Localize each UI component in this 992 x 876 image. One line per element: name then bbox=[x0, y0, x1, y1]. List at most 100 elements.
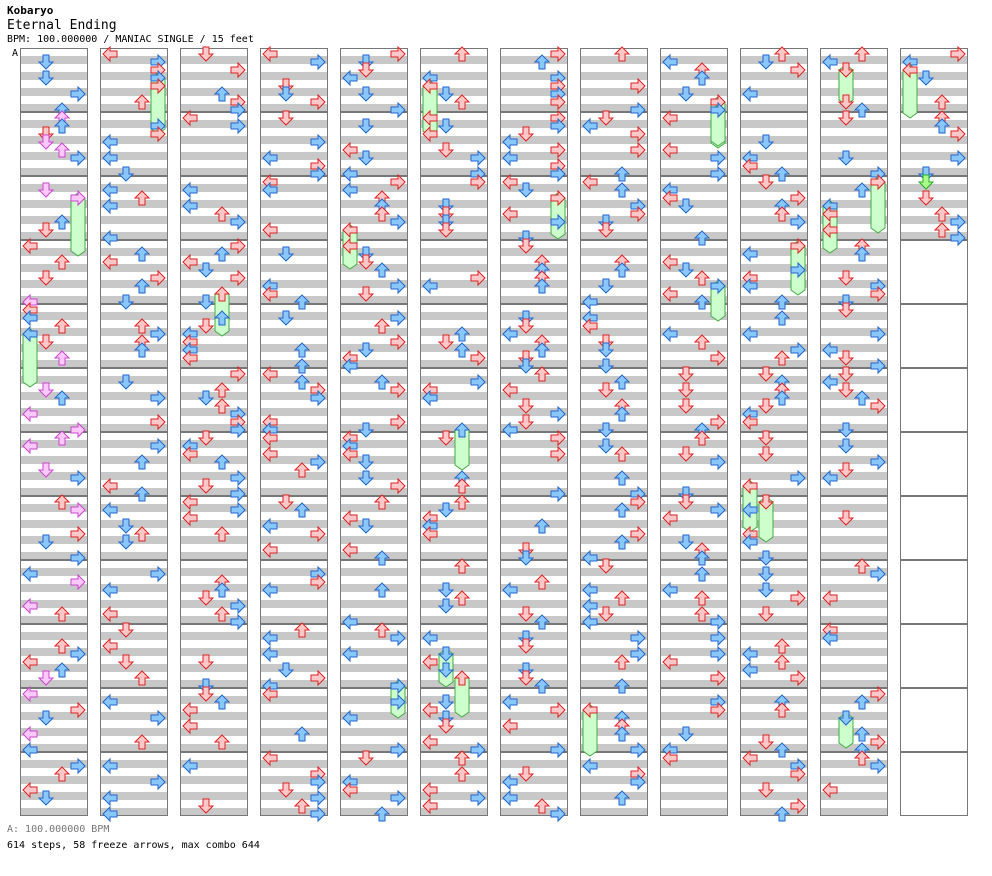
left-arrow bbox=[342, 445, 358, 463]
right-arrow bbox=[870, 285, 886, 303]
up-arrow bbox=[693, 590, 711, 606]
measure-border bbox=[20, 432, 88, 496]
beat-stripe bbox=[660, 664, 728, 672]
beat-stripe bbox=[180, 600, 248, 608]
left-arrow bbox=[742, 661, 758, 679]
beat-stripe bbox=[820, 600, 888, 608]
beat-stripe bbox=[180, 712, 248, 720]
beat-stripe bbox=[740, 792, 808, 800]
chart-column bbox=[580, 48, 648, 816]
beat-stripe bbox=[660, 792, 728, 800]
beat-stripe bbox=[660, 200, 728, 208]
left-arrow bbox=[502, 149, 518, 167]
up-arrow bbox=[373, 582, 391, 598]
right-arrow bbox=[550, 805, 566, 823]
right-arrow bbox=[70, 701, 86, 719]
beat-stripe bbox=[420, 504, 488, 512]
left-arrow bbox=[102, 757, 118, 775]
beat-stripe bbox=[820, 104, 888, 112]
down-arrow bbox=[677, 494, 695, 510]
left-arrow bbox=[822, 53, 838, 71]
down-arrow bbox=[837, 150, 855, 166]
right-arrow bbox=[70, 757, 86, 775]
beat-stripe bbox=[180, 584, 248, 592]
down-arrow bbox=[437, 430, 455, 446]
beat-stripe bbox=[20, 520, 88, 528]
down-arrow bbox=[917, 70, 935, 86]
measure-border bbox=[820, 624, 888, 688]
beat-stripe bbox=[580, 216, 648, 224]
measure-empty bbox=[900, 560, 968, 624]
right-arrow bbox=[630, 525, 646, 543]
up-arrow bbox=[693, 294, 711, 310]
left-arrow bbox=[22, 309, 38, 327]
beat-stripe bbox=[100, 104, 168, 112]
beat-stripe bbox=[660, 136, 728, 144]
down-arrow bbox=[837, 382, 855, 398]
beat-stripe bbox=[820, 120, 888, 128]
beat-stripe bbox=[740, 712, 808, 720]
beat-stripe bbox=[340, 200, 408, 208]
down-arrow bbox=[197, 262, 215, 278]
beat-stripe bbox=[580, 200, 648, 208]
beat-stripe bbox=[740, 248, 808, 256]
left-arrow bbox=[342, 613, 358, 631]
beat-stripe bbox=[500, 440, 568, 448]
right-arrow bbox=[150, 269, 166, 287]
measure-border bbox=[420, 560, 488, 624]
beat-stripe bbox=[260, 152, 328, 160]
beat-stripe bbox=[660, 344, 728, 352]
right-arrow bbox=[470, 269, 486, 287]
measure-border bbox=[740, 688, 808, 752]
beat-stripe bbox=[260, 424, 328, 432]
down-arrow bbox=[517, 414, 535, 430]
down-arrow bbox=[37, 222, 55, 238]
right-arrow bbox=[390, 413, 406, 431]
left-arrow bbox=[342, 237, 358, 255]
measure-border bbox=[340, 624, 408, 688]
beat-stripe bbox=[100, 392, 168, 400]
beat-stripe bbox=[580, 536, 648, 544]
beat-stripe bbox=[420, 312, 488, 320]
left-arrow bbox=[342, 357, 358, 375]
beat-stripe bbox=[20, 248, 88, 256]
right-arrow bbox=[230, 237, 246, 255]
beat-stripe bbox=[500, 216, 568, 224]
beat-stripe bbox=[660, 648, 728, 656]
measure-border bbox=[340, 112, 408, 176]
right-arrow bbox=[790, 469, 806, 487]
chart-column bbox=[420, 48, 488, 816]
up-arrow bbox=[933, 206, 951, 222]
right-arrow bbox=[70, 85, 86, 103]
measure-border bbox=[500, 688, 568, 752]
left-arrow bbox=[262, 445, 278, 463]
artist-name: Kobaryo bbox=[7, 4, 54, 17]
beat-stripe bbox=[340, 808, 408, 816]
bpm-marker: A bbox=[12, 48, 18, 59]
measure-border bbox=[20, 176, 88, 240]
left-arrow bbox=[22, 325, 38, 343]
left-arrow bbox=[102, 501, 118, 519]
beat-stripe bbox=[260, 408, 328, 416]
up-arrow bbox=[453, 590, 471, 606]
measure-border bbox=[820, 112, 888, 176]
beat-stripe bbox=[180, 616, 248, 624]
measure-border bbox=[500, 48, 568, 112]
chart-column bbox=[340, 48, 408, 816]
up-arrow bbox=[933, 222, 951, 238]
beat-stripe bbox=[20, 376, 88, 384]
down-arrow bbox=[197, 390, 215, 406]
down-arrow bbox=[757, 782, 775, 798]
measure-border bbox=[20, 624, 88, 688]
right-arrow bbox=[550, 405, 566, 423]
beat-stripe bbox=[820, 520, 888, 528]
right-arrow bbox=[630, 205, 646, 223]
left-arrow bbox=[182, 757, 198, 775]
right-arrow bbox=[150, 773, 166, 791]
beat-stripe bbox=[580, 648, 648, 656]
beat-stripe bbox=[580, 184, 648, 192]
measure-border bbox=[180, 48, 248, 112]
up-arrow bbox=[613, 678, 631, 694]
left-arrow bbox=[822, 781, 838, 799]
left-arrow bbox=[22, 405, 38, 423]
